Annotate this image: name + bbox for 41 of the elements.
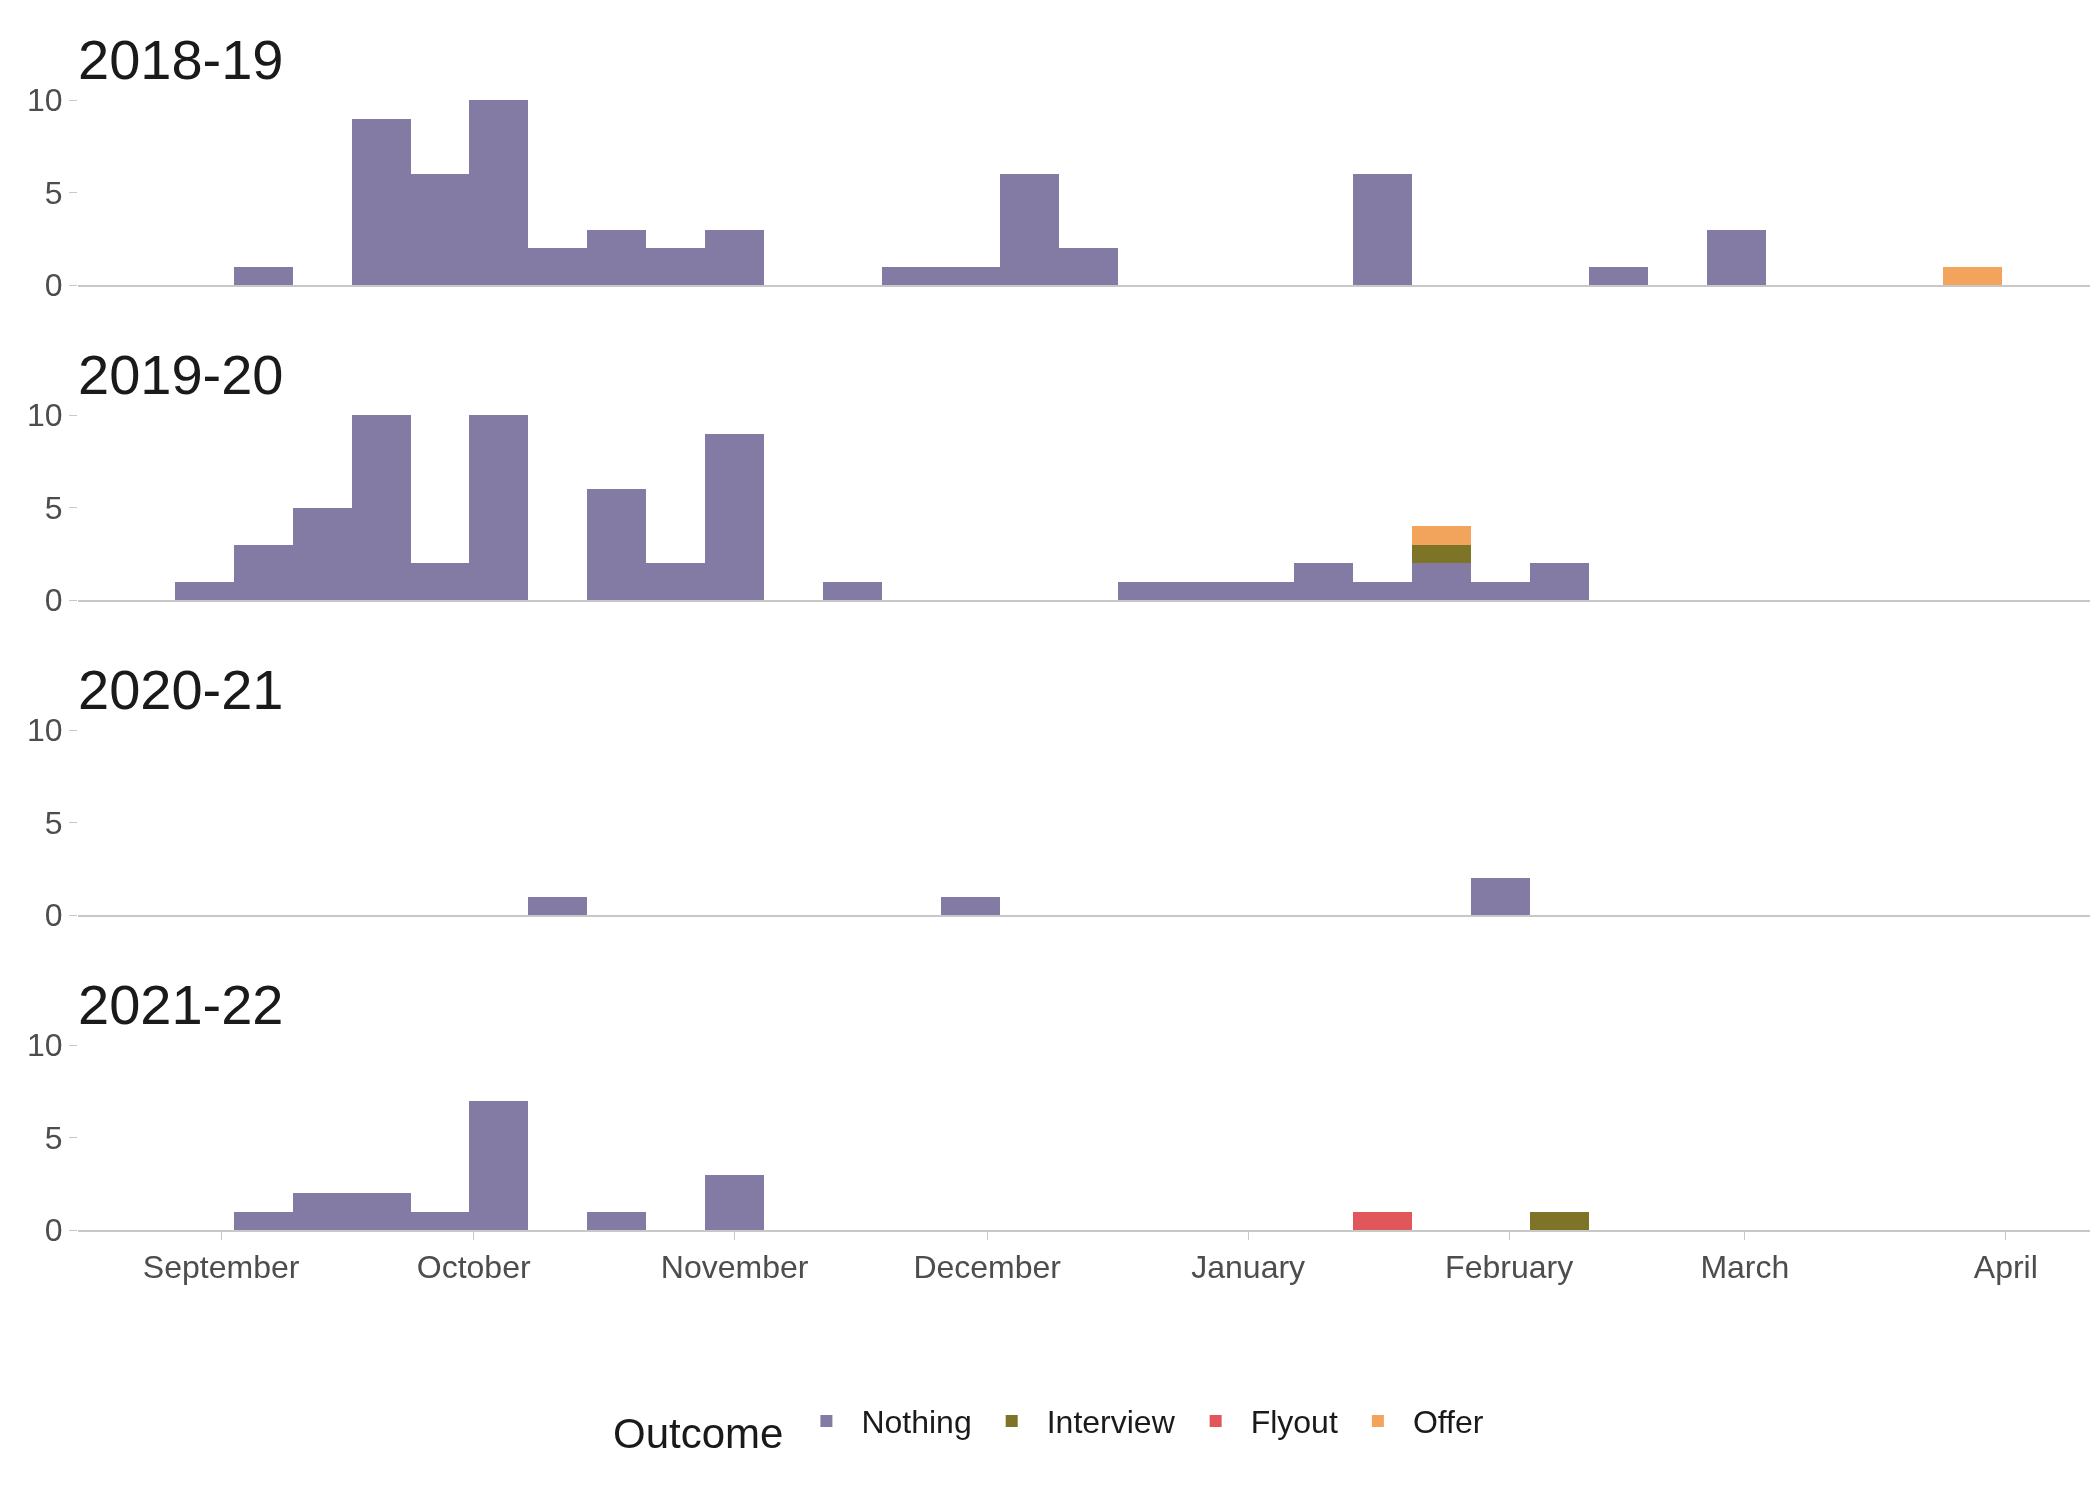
bar (587, 1211, 647, 1230)
x-tick-label: September (142, 1249, 300, 1286)
chart-title: 2020-21 (78, 658, 284, 722)
bar (1412, 544, 1472, 563)
x-tick-label: December (913, 1249, 1062, 1286)
y-tick-label: 0 (44, 582, 63, 619)
bar (1353, 1211, 1413, 1230)
y-tick-label: 10 (27, 1027, 63, 1064)
x-tick-label: March (1700, 1249, 1790, 1286)
y-tick-label: 10 (27, 712, 63, 749)
x-tick-label: February (1445, 1249, 1574, 1286)
chart-title: 2018-19 (78, 28, 284, 92)
y-tick-label: 5 (44, 489, 63, 526)
bar (1353, 174, 1413, 285)
bar (1706, 229, 1766, 285)
bar (1530, 1211, 1590, 1230)
chart-title: 2021-22 (78, 973, 284, 1037)
bar (823, 581, 882, 600)
x-tick-label: October (416, 1249, 531, 1286)
y-tick-label: 5 (44, 174, 63, 211)
bar (233, 266, 293, 285)
chart-title: 2019-20 (78, 343, 284, 407)
y-tick-label: 0 (44, 897, 63, 934)
y-tick-label: 10 (27, 82, 63, 119)
bar (1412, 526, 1472, 545)
bar (705, 1174, 765, 1230)
legend-label: Flyout (1250, 1404, 1338, 1441)
x-tick-label: November (660, 1249, 809, 1286)
legend-label: Nothing (861, 1404, 972, 1441)
x-tick-label: April (1973, 1249, 2038, 1286)
y-tick-label: 5 (44, 804, 63, 841)
x-tick-label: January (1191, 1249, 1306, 1286)
legend-label: Interview (1046, 1404, 1176, 1441)
legend-label: Offer (1412, 1404, 1484, 1441)
bar (1589, 266, 1649, 285)
bar (1942, 266, 2002, 285)
legend-title: Outcome (613, 1410, 784, 1458)
y-tick-label: 5 (44, 1119, 63, 1156)
y-tick-label: 0 (44, 267, 63, 304)
y-tick-label: 10 (27, 397, 63, 434)
y-tick-label: 0 (44, 1212, 63, 1249)
